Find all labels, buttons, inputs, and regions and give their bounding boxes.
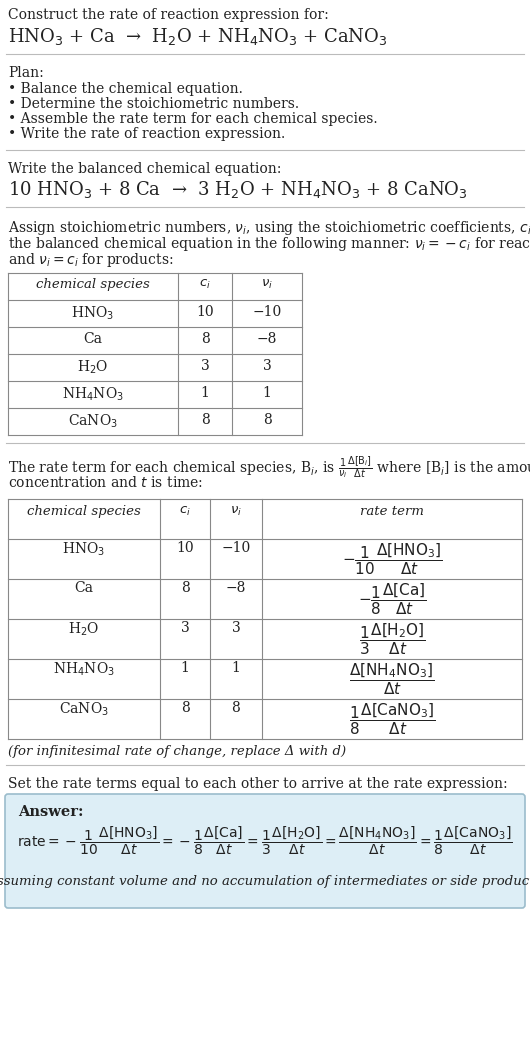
Text: 1: 1 — [232, 661, 241, 675]
Text: 8: 8 — [181, 582, 189, 595]
Text: the balanced chemical equation in the following manner: $\nu_i = -c_i$ for react: the balanced chemical equation in the fo… — [8, 235, 530, 253]
Text: 8: 8 — [181, 701, 189, 715]
Text: CaNO$_3$: CaNO$_3$ — [59, 701, 109, 718]
Text: H$_2$O: H$_2$O — [68, 621, 100, 638]
Text: $c_i$: $c_i$ — [199, 278, 211, 291]
Text: Ca: Ca — [75, 582, 93, 595]
Text: $\dfrac{\Delta[\mathrm{NH_4NO_3}]}{\Delta t}$: $\dfrac{\Delta[\mathrm{NH_4NO_3}]}{\Delt… — [349, 661, 435, 696]
Text: −10: −10 — [222, 541, 251, 555]
Text: 8: 8 — [201, 332, 209, 346]
Text: $\dfrac{1}{8}\dfrac{\Delta[\mathrm{CaNO_3}]}{\Delta t}$: $\dfrac{1}{8}\dfrac{\Delta[\mathrm{CaNO_… — [349, 701, 435, 737]
Text: concentration and $t$ is time:: concentration and $t$ is time: — [8, 475, 203, 490]
Text: $\mathrm{rate} = -\dfrac{1}{10}\dfrac{\Delta[\mathrm{HNO_3}]}{\Delta t} = -\dfra: $\mathrm{rate} = -\dfrac{1}{10}\dfrac{\D… — [17, 825, 513, 857]
Text: HNO$_3$ + Ca  →  H$_2$O + NH$_4$NO$_3$ + CaNO$_3$: HNO$_3$ + Ca → H$_2$O + NH$_4$NO$_3$ + C… — [8, 26, 387, 47]
Text: 1: 1 — [181, 661, 189, 675]
Text: Assign stoichiometric numbers, $\nu_i$, using the stoichiometric coefficients, $: Assign stoichiometric numbers, $\nu_i$, … — [8, 219, 530, 237]
Text: Write the balanced chemical equation:: Write the balanced chemical equation: — [8, 162, 281, 176]
Text: Ca: Ca — [84, 332, 102, 346]
Text: 10: 10 — [176, 541, 194, 555]
Text: rate term: rate term — [360, 505, 424, 518]
Text: NH$_4$NO$_3$: NH$_4$NO$_3$ — [62, 386, 124, 403]
Text: $-\dfrac{1}{10}\dfrac{\Delta[\mathrm{HNO_3}]}{\Delta t}$: $-\dfrac{1}{10}\dfrac{\Delta[\mathrm{HNO… — [342, 541, 443, 576]
Text: Answer:: Answer: — [18, 805, 84, 818]
Text: $c_i$: $c_i$ — [179, 505, 191, 518]
Text: • Write the rate of reaction expression.: • Write the rate of reaction expression. — [8, 127, 285, 141]
Text: 3: 3 — [263, 359, 271, 373]
Text: Construct the rate of reaction expression for:: Construct the rate of reaction expressio… — [8, 8, 329, 22]
Text: • Balance the chemical equation.: • Balance the chemical equation. — [8, 82, 243, 96]
Text: 3: 3 — [181, 621, 189, 635]
Text: Plan:: Plan: — [8, 66, 44, 80]
Text: The rate term for each chemical species, B$_i$, is $\frac{1}{\nu_i}\frac{\Delta[: The rate term for each chemical species,… — [8, 455, 530, 481]
Text: $\dfrac{1}{3}\dfrac{\Delta[\mathrm{H_2O}]}{\Delta t}$: $\dfrac{1}{3}\dfrac{\Delta[\mathrm{H_2O}… — [359, 621, 426, 657]
Text: 8: 8 — [201, 413, 209, 427]
Text: −8: −8 — [226, 582, 246, 595]
Text: $\nu_i$: $\nu_i$ — [261, 278, 273, 291]
Text: 10 HNO$_3$ + 8 Ca  →  3 H$_2$O + NH$_4$NO$_3$ + 8 CaNO$_3$: 10 HNO$_3$ + 8 Ca → 3 H$_2$O + NH$_4$NO$… — [8, 179, 467, 200]
Text: 10: 10 — [196, 305, 214, 319]
Text: 3: 3 — [232, 621, 241, 635]
Text: $-\dfrac{1}{8}\dfrac{\Delta[\mathrm{Ca}]}{\Delta t}$: $-\dfrac{1}{8}\dfrac{\Delta[\mathrm{Ca}]… — [358, 582, 426, 617]
Text: H$_2$O: H$_2$O — [77, 359, 109, 377]
Text: $\nu_i$: $\nu_i$ — [230, 505, 242, 518]
Text: −8: −8 — [257, 332, 277, 346]
Text: (assuming constant volume and no accumulation of intermediates or side products): (assuming constant volume and no accumul… — [0, 875, 530, 888]
Text: 1: 1 — [262, 386, 271, 400]
Text: CaNO$_3$: CaNO$_3$ — [68, 413, 118, 430]
Text: 8: 8 — [263, 413, 271, 427]
Text: • Assemble the rate term for each chemical species.: • Assemble the rate term for each chemic… — [8, 112, 377, 126]
Text: • Determine the stoichiometric numbers.: • Determine the stoichiometric numbers. — [8, 97, 299, 111]
Text: and $\nu_i = c_i$ for products:: and $\nu_i = c_i$ for products: — [8, 251, 173, 269]
Text: HNO$_3$: HNO$_3$ — [72, 305, 114, 323]
Text: 3: 3 — [201, 359, 209, 373]
Text: chemical species: chemical species — [27, 505, 141, 518]
Text: HNO$_3$: HNO$_3$ — [63, 541, 105, 559]
Text: −10: −10 — [252, 305, 281, 319]
FancyBboxPatch shape — [5, 794, 525, 908]
Text: (for infinitesimal rate of change, replace Δ with d): (for infinitesimal rate of change, repla… — [8, 745, 346, 758]
Text: 1: 1 — [200, 386, 209, 400]
Text: Set the rate terms equal to each other to arrive at the rate expression:: Set the rate terms equal to each other t… — [8, 777, 508, 791]
Text: NH$_4$NO$_3$: NH$_4$NO$_3$ — [53, 661, 115, 679]
Text: chemical species: chemical species — [36, 278, 150, 291]
Text: 8: 8 — [232, 701, 241, 715]
